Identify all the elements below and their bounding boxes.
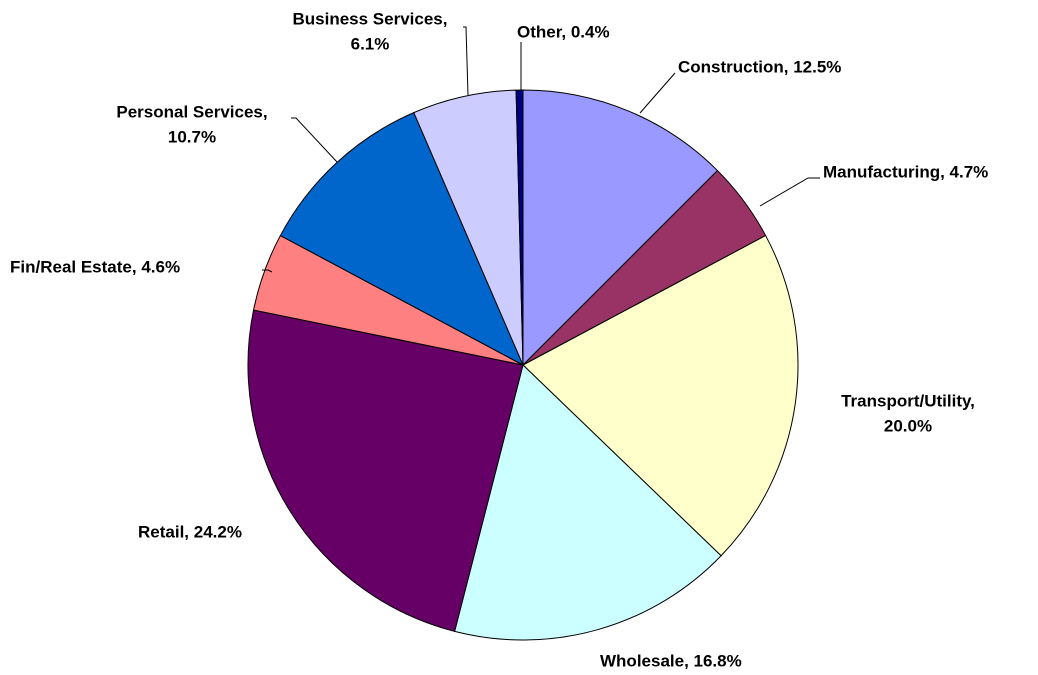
pie-slice bbox=[454, 364, 722, 641]
leader-line bbox=[291, 117, 338, 163]
leader-line bbox=[262, 269, 273, 273]
data-label: Personal Services, bbox=[116, 102, 267, 121]
data-label: Wholesale, 16.8% bbox=[600, 651, 742, 670]
pie-slice bbox=[522, 89, 719, 367]
data-label: Fin/Real Estate, 4.6% bbox=[10, 257, 180, 276]
pie-slice bbox=[247, 309, 524, 632]
pie-slice bbox=[279, 111, 525, 367]
data-label: 20.0% bbox=[884, 416, 932, 435]
data-label: Transport/Utility, bbox=[841, 391, 975, 410]
leader-line bbox=[639, 72, 676, 114]
data-label: Business Services, bbox=[293, 9, 448, 28]
leader-line bbox=[463, 26, 469, 96]
data-label: Construction, 12.5% bbox=[678, 57, 841, 76]
pie-slice bbox=[515, 89, 524, 366]
pie-slice bbox=[522, 234, 799, 557]
data-label: 10.7% bbox=[168, 127, 216, 146]
data-label: Other, 0.4% bbox=[517, 22, 610, 41]
data-label: Manufacturing, 4.7% bbox=[823, 162, 988, 181]
data-label: 6.1% bbox=[351, 34, 390, 53]
data-label: Retail, 24.2% bbox=[138, 522, 242, 541]
leader-line bbox=[759, 177, 820, 207]
